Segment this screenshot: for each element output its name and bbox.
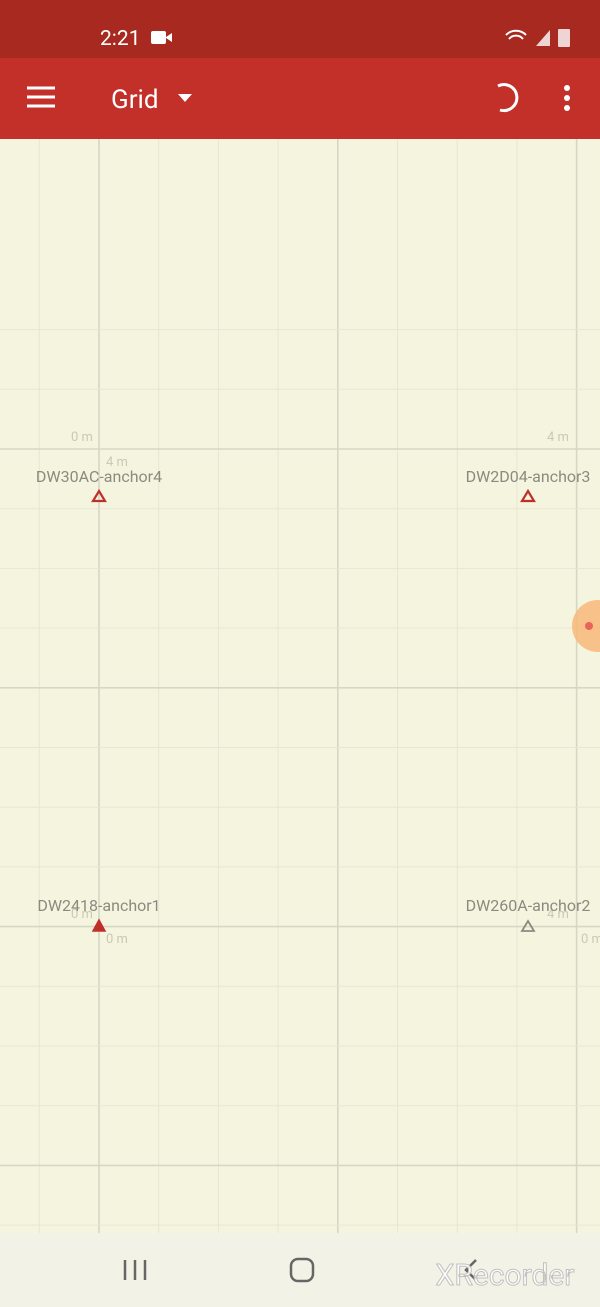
anchor-label: DW2D04-anchor3 bbox=[466, 467, 591, 486]
recents-button[interactable] bbox=[123, 1260, 147, 1280]
status-bar bbox=[0, 0, 600, 58]
back-button[interactable] bbox=[464, 1259, 477, 1281]
record-icon bbox=[151, 31, 166, 44]
nav-bar bbox=[0, 1233, 600, 1307]
scale-label: 4 m bbox=[547, 907, 569, 922]
signal-icon bbox=[536, 30, 550, 46]
grid bbox=[0, 139, 600, 1233]
battery-icon bbox=[558, 29, 570, 47]
scale-label: 0 m bbox=[581, 932, 600, 947]
loading-spinner bbox=[497, 83, 519, 113]
scale-label: 4 m bbox=[547, 430, 569, 445]
overflow-menu[interactable] bbox=[564, 85, 570, 111]
wifi-icon bbox=[505, 29, 527, 40]
watermark: XRecorder bbox=[436, 1258, 575, 1293]
anchor-marker[interactable] bbox=[91, 918, 107, 932]
scale-label: 4 m bbox=[106, 455, 128, 470]
app-title[interactable]: Grid bbox=[111, 85, 159, 115]
anchor-marker[interactable] bbox=[520, 919, 536, 932]
dropdown-arrow[interactable] bbox=[178, 94, 192, 102]
anchor-label: DW2418-anchor1 bbox=[37, 896, 160, 915]
anchor-marker[interactable] bbox=[520, 488, 536, 503]
status-time: 2:21 bbox=[100, 27, 141, 51]
anchor-label: DW30AC-anchor4 bbox=[36, 467, 162, 486]
record-icon bbox=[166, 33, 172, 42]
tag-dot bbox=[585, 622, 593, 630]
app-bar bbox=[0, 58, 600, 139]
scale-label: 0 m bbox=[71, 907, 93, 922]
anchor-label: DW260A-anchor2 bbox=[466, 896, 591, 915]
menu-button[interactable] bbox=[27, 86, 55, 108]
scale-label: 0 m bbox=[106, 932, 128, 947]
anchor-marker[interactable] bbox=[91, 488, 107, 503]
home-button[interactable] bbox=[289, 1257, 315, 1283]
scale-label: 0 m bbox=[71, 430, 93, 445]
